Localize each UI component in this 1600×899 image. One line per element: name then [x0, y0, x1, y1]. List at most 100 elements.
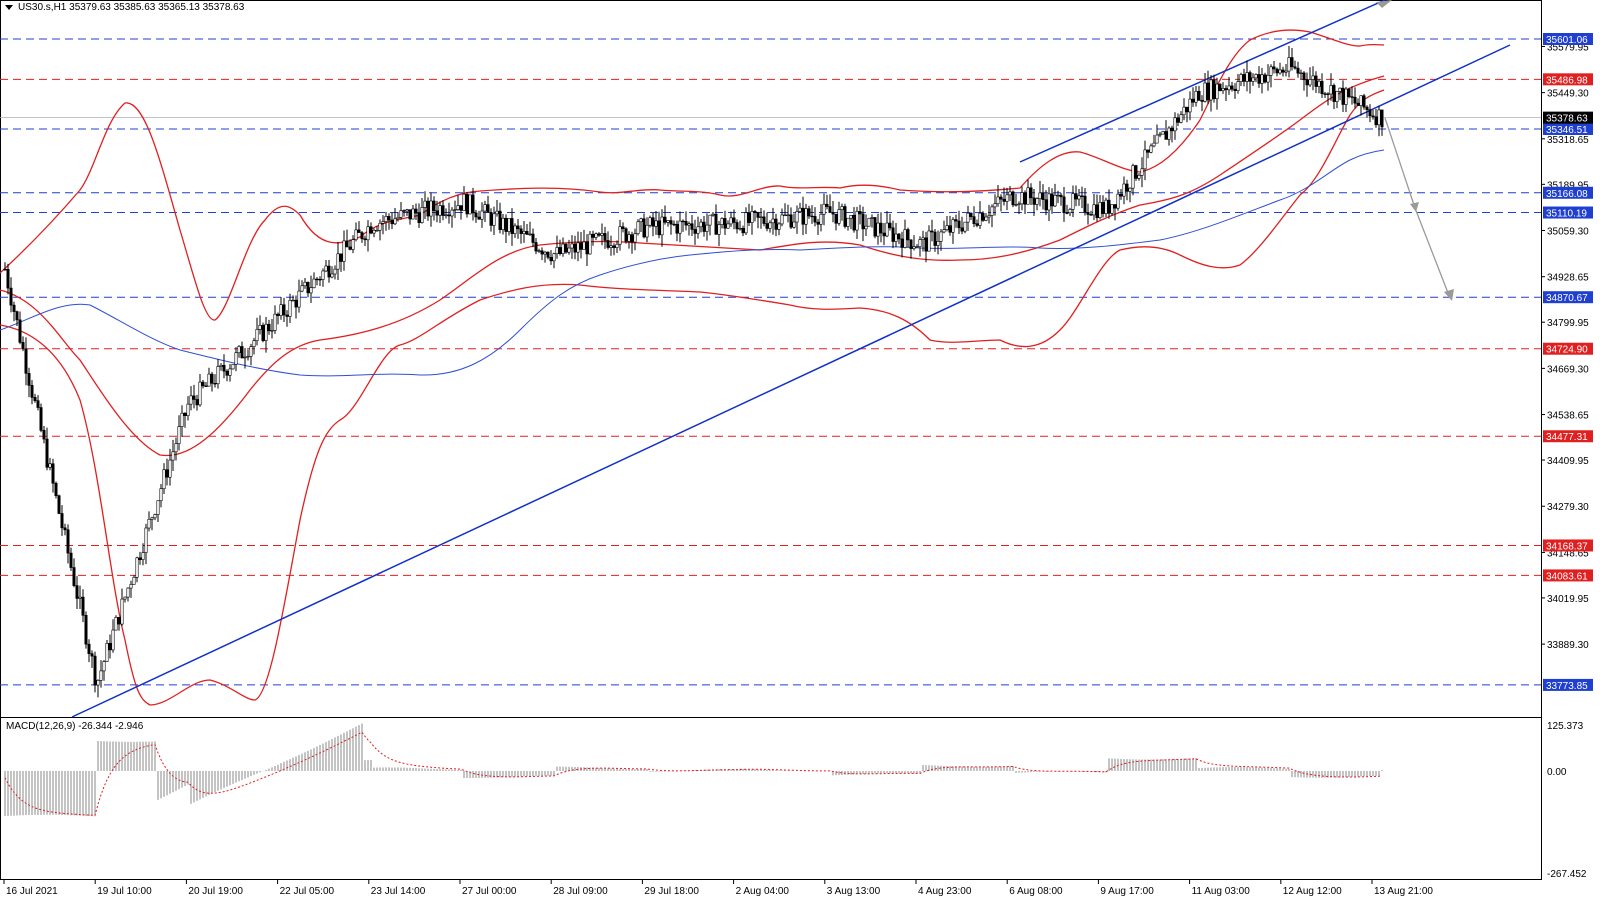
candle-body	[1299, 72, 1303, 75]
candle-body	[99, 670, 103, 681]
candlesticks	[3, 45, 1384, 698]
candle-body	[1011, 191, 1015, 206]
candle-body	[708, 214, 712, 226]
candle-body	[576, 242, 580, 253]
candle-body	[114, 617, 118, 631]
candle-body	[762, 216, 766, 224]
candle-body	[1320, 80, 1324, 94]
candle-body	[942, 229, 946, 233]
candle-body	[303, 281, 307, 287]
candle-body	[1185, 106, 1189, 113]
candle-body	[117, 617, 121, 625]
candle-body	[810, 215, 814, 218]
candle-body	[105, 643, 109, 662]
candle-body	[189, 395, 193, 405]
candle-body	[81, 596, 85, 616]
candle-body	[441, 205, 445, 216]
candle-body	[366, 226, 370, 241]
level-price-tag	[1543, 678, 1593, 691]
candle-body	[1356, 102, 1360, 106]
candle-body	[882, 232, 886, 237]
candle-body	[423, 200, 427, 208]
candle-body	[852, 214, 856, 231]
candle-body	[1080, 195, 1084, 197]
candle-body	[339, 253, 343, 262]
candle-body	[1233, 88, 1237, 91]
candle-body	[978, 212, 982, 226]
trendline-channel-upper	[1019, 0, 1386, 163]
candle-body	[1284, 70, 1288, 73]
candle-body	[873, 217, 877, 237]
chevron-down-icon[interactable]	[5, 5, 13, 10]
time-tick-label: 3 Aug 13:00	[827, 886, 881, 897]
candle-body	[237, 346, 241, 354]
candle-body	[453, 209, 457, 211]
candle-body	[1188, 98, 1192, 113]
level-price-tag	[1543, 73, 1593, 86]
candle-body	[1335, 91, 1339, 102]
candle-body	[543, 251, 547, 255]
macd-tick-label: -267.452	[1547, 869, 1587, 880]
candle-body	[792, 221, 796, 228]
candle-body	[948, 225, 952, 233]
candle-body	[924, 237, 928, 252]
candle-body	[585, 241, 589, 255]
price-tick-label: 33889.30	[1547, 640, 1589, 651]
candle-body	[528, 233, 532, 236]
candle-body	[1362, 95, 1366, 108]
candle-body	[1155, 134, 1159, 144]
candle-body	[915, 246, 919, 248]
arrow-head-icon	[1444, 289, 1454, 301]
candle-body	[987, 215, 991, 218]
candle-body	[1089, 214, 1093, 216]
candle-body	[258, 324, 262, 330]
price-axis[interactable]: 35579.95 35449.30 35318.65 35189.95 35059.30…	[1541, 42, 1589, 651]
candle-body	[9, 287, 13, 306]
candle-body	[951, 219, 955, 233]
candle-body	[96, 680, 100, 686]
candle-body	[1329, 85, 1333, 95]
candle-body	[975, 223, 979, 226]
candle-body	[1086, 212, 1090, 215]
candle-body	[1128, 187, 1132, 192]
candle-body	[519, 228, 523, 234]
current-price-tag-text: 35378.63	[1546, 114, 1588, 125]
candle-body	[678, 220, 682, 234]
candle-body	[351, 239, 355, 250]
candle-body	[765, 223, 769, 229]
trend-channel	[71, 0, 1511, 718]
candle-body	[891, 227, 895, 242]
price-tick-label: 35579.95	[1547, 42, 1589, 53]
candle-body	[1062, 196, 1066, 214]
candle-body	[1260, 74, 1264, 84]
main-chart-frame	[0, 0, 1542, 718]
candle-body	[711, 213, 715, 216]
candle-body	[1158, 133, 1162, 136]
candle-body	[717, 224, 721, 235]
candle-body	[111, 629, 115, 651]
candle-body	[1257, 74, 1261, 84]
candle-body	[1179, 114, 1183, 123]
candle-body	[102, 661, 106, 672]
level-price-tag-text: 35486.98	[1546, 75, 1588, 86]
candle-body	[1161, 131, 1165, 135]
macd-indicator	[4, 723, 1383, 817]
candle-body	[462, 193, 466, 211]
candle-body	[774, 218, 778, 230]
candle-body	[693, 229, 697, 234]
time-axis[interactable]: 16 Jul 2021 19 Jul 10:00 20 Jul 19:00 22 Ju…	[3, 880, 1433, 897]
candle-body	[474, 212, 478, 218]
candle-body	[756, 212, 760, 218]
candle-body	[675, 223, 679, 234]
candle-body	[546, 251, 550, 258]
candle-body	[138, 557, 142, 560]
macd-tick-label: 0.00	[1547, 767, 1567, 778]
candle-body	[390, 219, 394, 225]
time-tick-label: 19 Jul 10:00	[97, 886, 152, 897]
candle-body	[525, 231, 529, 235]
macd-signal-line	[4, 731, 1383, 816]
candle-body	[1176, 117, 1180, 123]
time-tick-label: 16 Jul 2021	[6, 886, 58, 897]
candle-body	[1143, 149, 1147, 170]
